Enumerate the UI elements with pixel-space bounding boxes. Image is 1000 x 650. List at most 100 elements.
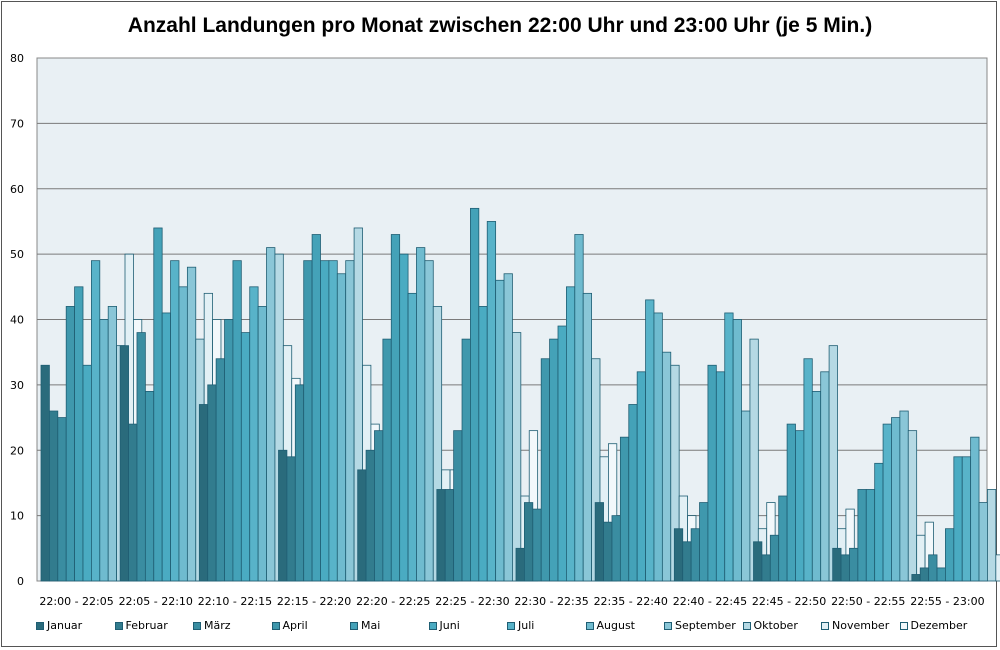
bar-januar-8 bbox=[673, 528, 684, 582]
bar-juni-1 bbox=[161, 312, 171, 582]
x-tick-label: 22:30 - 22:35 bbox=[514, 595, 588, 608]
bar-januar-11 bbox=[911, 574, 921, 582]
bar-september-2 bbox=[266, 247, 276, 582]
bar-mai-8 bbox=[707, 364, 717, 582]
bar-april-8 bbox=[699, 502, 709, 582]
legend-label: September bbox=[675, 619, 736, 632]
bar-märz-8 bbox=[690, 528, 700, 582]
bar-märz-2 bbox=[215, 358, 225, 582]
bar-mai-2 bbox=[232, 260, 242, 582]
bar-februar-10 bbox=[840, 554, 850, 582]
bar-mai-9 bbox=[786, 423, 796, 582]
bar-mai-5 bbox=[470, 207, 480, 582]
bar-januar-2 bbox=[198, 404, 209, 582]
bar-august-10 bbox=[891, 417, 901, 582]
legend-swatch bbox=[350, 621, 358, 630]
legend-item-mai: Mai bbox=[350, 619, 380, 632]
legend-item-september: September bbox=[664, 619, 736, 632]
bar-juni-4 bbox=[399, 253, 409, 582]
legend-label: Februar bbox=[125, 619, 168, 632]
bar-juli-2 bbox=[249, 286, 259, 582]
bar-august-7 bbox=[653, 312, 663, 582]
legend-swatch bbox=[742, 621, 751, 630]
bar-april-2 bbox=[224, 319, 234, 582]
bar-märz-10 bbox=[849, 547, 859, 582]
y-tick-label: 80 bbox=[10, 52, 24, 65]
bar-märz-9 bbox=[769, 534, 780, 582]
bar-april-0 bbox=[65, 306, 75, 582]
bar-juni-10 bbox=[874, 462, 884, 582]
bar-august-8 bbox=[732, 319, 742, 582]
legend-swatch bbox=[36, 621, 44, 630]
bar-juni-5 bbox=[478, 306, 488, 582]
bar-april-4 bbox=[382, 338, 392, 582]
y-tick-label: 10 bbox=[10, 510, 24, 523]
chart-title: Anzahl Landungen pro Monat zwischen 22:0… bbox=[127, 14, 873, 37]
x-tick-label: 22:50 - 22:55 bbox=[831, 595, 905, 608]
bar-august-11 bbox=[970, 436, 980, 582]
legend-item-dezember: Dezember bbox=[899, 619, 968, 632]
bar-juni-8 bbox=[715, 371, 726, 582]
legend-label: März bbox=[204, 619, 231, 632]
bar-august-0 bbox=[99, 319, 109, 582]
legend-label: Mai bbox=[361, 619, 381, 632]
bar-mai-10 bbox=[865, 489, 876, 582]
y-axis-ticks: 0 10 20 30 40 50 60 70 80 bbox=[10, 52, 24, 588]
bar-januar-0 bbox=[40, 364, 50, 582]
bar-februar-5 bbox=[444, 489, 455, 582]
bar-juli-7 bbox=[645, 299, 655, 582]
bar-mai-4 bbox=[390, 234, 401, 582]
bar-oktober-9 bbox=[828, 345, 838, 582]
bar-april-1 bbox=[144, 391, 155, 582]
bar-mai-0 bbox=[74, 286, 84, 582]
bar-juni-9 bbox=[795, 430, 805, 582]
bar-juli-4 bbox=[407, 292, 417, 582]
legend-label: Dezember bbox=[910, 619, 968, 632]
bar-april-11 bbox=[936, 567, 946, 582]
bar-februar-7 bbox=[603, 521, 613, 582]
legend-label: April bbox=[282, 619, 308, 632]
bars bbox=[40, 207, 1000, 582]
bar-januar-4 bbox=[357, 469, 367, 582]
bar-januar-6 bbox=[515, 547, 525, 582]
bar-september-5 bbox=[503, 273, 513, 582]
bar-juli-5 bbox=[486, 221, 497, 582]
bar-märz-1 bbox=[136, 332, 146, 582]
bar-juli-8 bbox=[724, 312, 734, 582]
bar-oktober-11 bbox=[987, 489, 997, 582]
y-tick-label: 0 bbox=[17, 575, 24, 588]
legend-item-april: April bbox=[271, 619, 308, 632]
bar-märz-4 bbox=[374, 430, 384, 582]
x-tick-label: 22:00 - 22:05 bbox=[39, 595, 113, 608]
bar-februar-9 bbox=[761, 554, 771, 582]
bar-november-11 bbox=[995, 554, 1000, 582]
x-tick-label: 22:45 - 22:50 bbox=[752, 595, 826, 608]
bar-april-10 bbox=[857, 489, 867, 582]
legend-label: August bbox=[596, 619, 636, 632]
legend-swatch bbox=[193, 621, 201, 630]
bar-januar-5 bbox=[436, 489, 446, 582]
bar-juli-10 bbox=[882, 423, 892, 582]
bar-märz-7 bbox=[611, 515, 621, 582]
bar-april-9 bbox=[778, 495, 788, 582]
legend-item-juni: Juni bbox=[428, 619, 460, 632]
legend-swatch bbox=[271, 621, 280, 630]
bar-august-3 bbox=[336, 273, 347, 582]
bar-juli-1 bbox=[170, 260, 180, 582]
bar-september-6 bbox=[582, 292, 593, 582]
legend-item-januar: Januar bbox=[36, 619, 82, 632]
legend-swatch bbox=[114, 621, 123, 630]
bar-mai-7 bbox=[628, 404, 638, 582]
bar-april-3 bbox=[303, 260, 313, 582]
bar-januar-7 bbox=[594, 502, 604, 582]
legend-label: Juli bbox=[518, 619, 535, 632]
bar-september-11 bbox=[978, 502, 988, 582]
legend-item-november: November bbox=[821, 619, 889, 632]
y-tick-label: 70 bbox=[10, 117, 24, 130]
bar-februar-8 bbox=[682, 541, 692, 582]
bar-juni-0 bbox=[82, 364, 92, 582]
bar-januar-3 bbox=[278, 449, 288, 582]
bar-oktober-10 bbox=[907, 430, 918, 582]
legend-swatch bbox=[899, 621, 908, 630]
